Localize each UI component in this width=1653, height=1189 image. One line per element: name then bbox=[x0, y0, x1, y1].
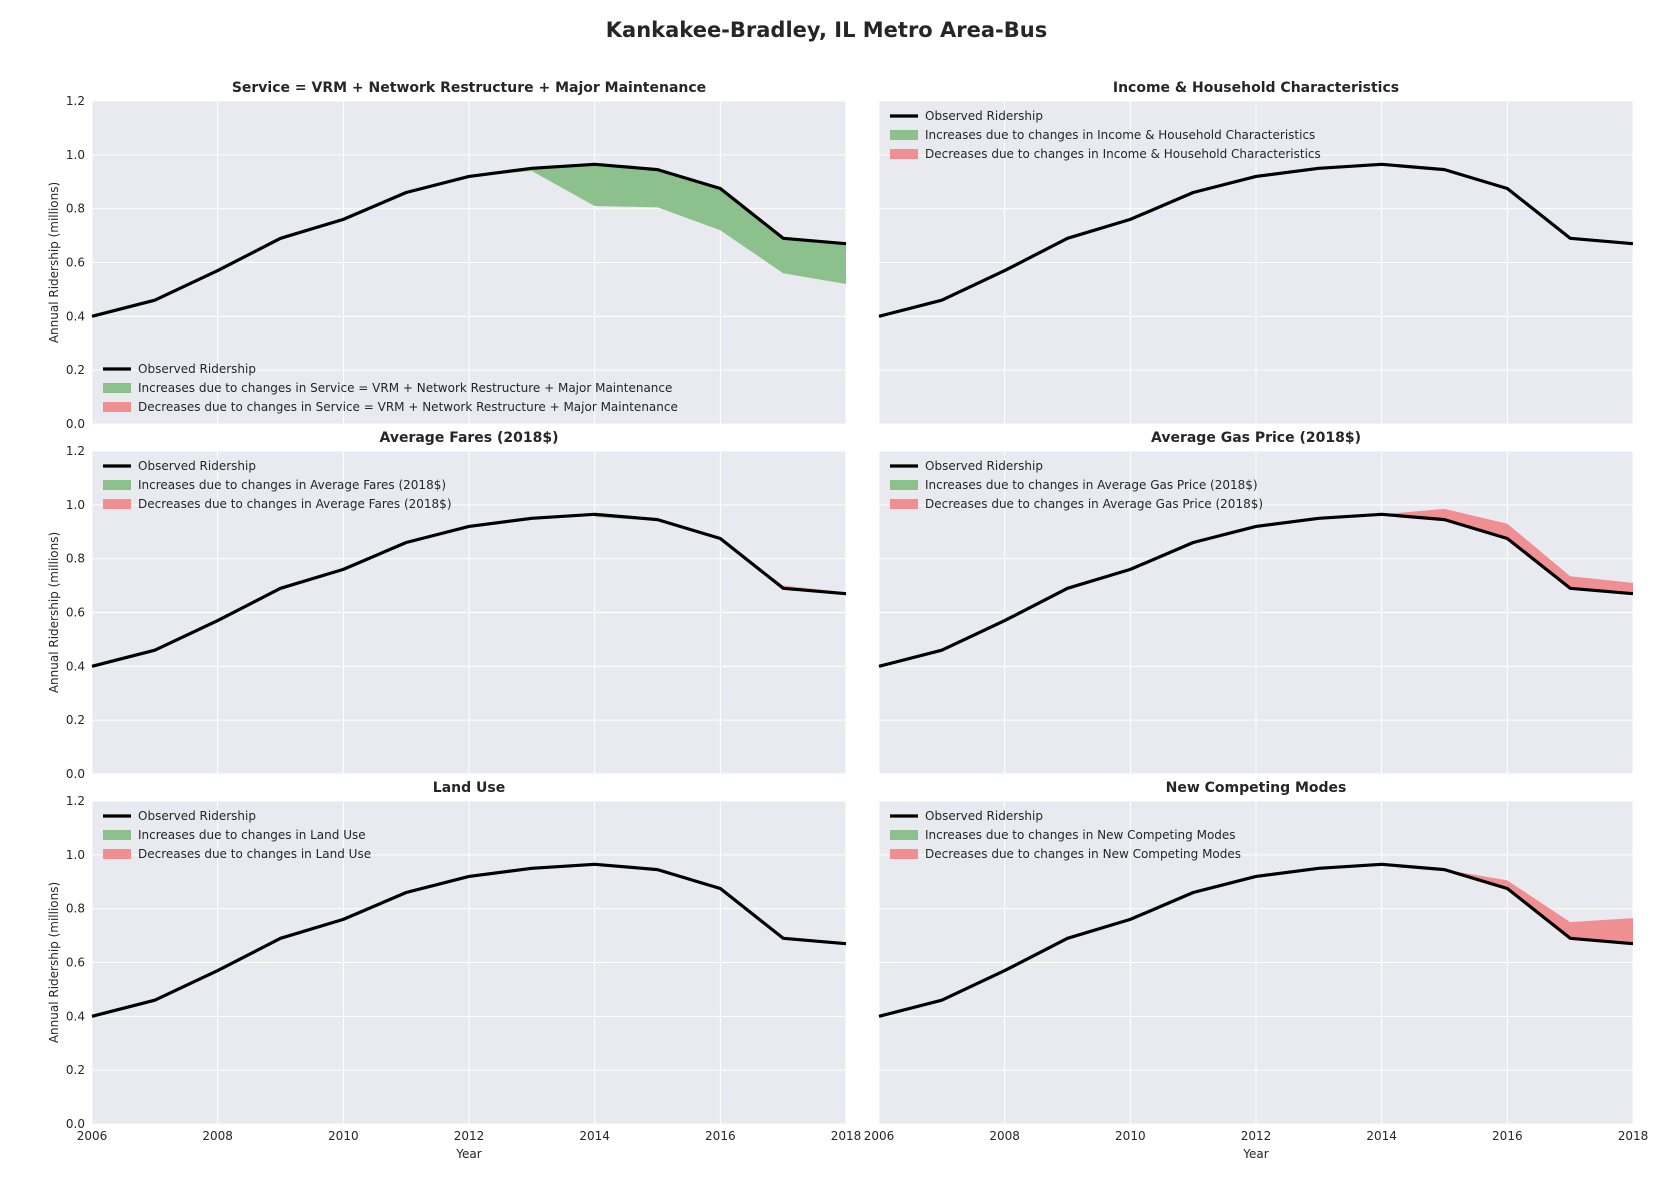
x-tick-label: 2018 bbox=[1618, 1129, 1649, 1143]
x-tick-label: 2008 bbox=[989, 1129, 1020, 1143]
x-tick-label: 2012 bbox=[1241, 1129, 1272, 1143]
legend-label: Observed Ridership bbox=[925, 809, 1043, 823]
x-tick-label: 2010 bbox=[328, 1129, 359, 1143]
subplot-4: Average Gas Price (2018$) Observed Riders… bbox=[878, 430, 1634, 775]
y-tick-label: 0.6 bbox=[66, 606, 85, 620]
legend-patch-swatch bbox=[103, 499, 131, 509]
legend-label: Increases due to changes in Land Use bbox=[138, 828, 366, 842]
legend-label: Decreases due to changes in Average Fare… bbox=[138, 497, 452, 511]
x-tick-label: 2006 bbox=[864, 1129, 895, 1143]
legend-patch-swatch bbox=[890, 849, 918, 859]
legend-label: Increases due to changes in Average Gas … bbox=[925, 478, 1258, 492]
x-tick-label: 2014 bbox=[579, 1129, 610, 1143]
y-axis-label: Annual Ridership (millions) bbox=[47, 882, 61, 1043]
y-tick-label: 0.2 bbox=[66, 363, 85, 377]
y-tick-label: 0.0 bbox=[66, 767, 85, 781]
legend-patch-swatch bbox=[103, 402, 131, 412]
legend-label: Increases due to changes in Average Fare… bbox=[138, 478, 446, 492]
legend-label: Increases due to changes in Service = VR… bbox=[138, 381, 672, 395]
legend-label: Decreases due to changes in Average Gas … bbox=[925, 497, 1263, 511]
legend-label: Increases due to changes in Income & Hou… bbox=[925, 128, 1315, 142]
decrease-band bbox=[1444, 869, 1633, 944]
y-tick-label: 0.8 bbox=[66, 202, 85, 216]
legend-patch-swatch bbox=[890, 130, 918, 140]
legend-label: Observed Ridership bbox=[138, 459, 256, 473]
increase-band bbox=[469, 164, 846, 284]
y-tick-label: 1.2 bbox=[66, 444, 85, 458]
legend-label: Decreases due to changes in New Competin… bbox=[925, 847, 1241, 861]
y-tick-label: 0.0 bbox=[66, 1117, 85, 1131]
subplot-title: New Competing Modes bbox=[1166, 780, 1347, 796]
subplot-title: Service = VRM + Network Restructure + Ma… bbox=[232, 80, 706, 96]
legend-label: Observed Ridership bbox=[138, 809, 256, 823]
x-tick-label: 2018 bbox=[831, 1129, 862, 1143]
y-tick-label: 0.8 bbox=[66, 902, 85, 916]
x-tick-label: 2010 bbox=[1115, 1129, 1146, 1143]
y-tick-label: 0.4 bbox=[66, 1009, 85, 1023]
decrease-band bbox=[1381, 508, 1633, 594]
x-tick-label: 2016 bbox=[1492, 1129, 1523, 1143]
y-tick-label: 0.2 bbox=[66, 713, 85, 727]
legend-label: Decreases due to changes in Income & Hou… bbox=[925, 147, 1321, 161]
y-tick-label: 0.4 bbox=[66, 659, 85, 673]
subplot-title: Income & Household Characteristics bbox=[1113, 80, 1399, 96]
legend-label: Increases due to changes in New Competin… bbox=[925, 828, 1236, 842]
subplot-2: Income & Household Characteristics Observ… bbox=[878, 80, 1634, 425]
figure-title: Kankakee-Bradley, IL Metro Area-Bus bbox=[605, 18, 1048, 42]
y-tick-label: 0.0 bbox=[66, 417, 85, 431]
legend-patch-swatch bbox=[103, 480, 131, 490]
y-tick-label: 0.8 bbox=[66, 552, 85, 566]
y-tick-label: 1.0 bbox=[66, 148, 85, 162]
y-tick-label: 0.2 bbox=[66, 1063, 85, 1077]
x-tick-label: 2012 bbox=[454, 1129, 485, 1143]
legend-patch-swatch bbox=[890, 499, 918, 509]
x-tick-label: 2014 bbox=[1366, 1129, 1397, 1143]
y-tick-label: 0.6 bbox=[66, 956, 85, 970]
subplot-5: Land Use 0.0 0.2 0.4 0.6 0.8 1.0 1.2 2006 2008 201… bbox=[47, 780, 861, 1161]
legend-patch-swatch bbox=[103, 849, 131, 859]
subplot-title: Average Fares (2018$) bbox=[380, 430, 559, 446]
subplot-6: New Competing Modes 2006 2008 2010 2012 2014 2… bbox=[864, 780, 1649, 1161]
subplot-title: Average Gas Price (2018$) bbox=[1151, 430, 1361, 446]
legend-label: Observed Ridership bbox=[925, 109, 1043, 123]
y-tick-label: 1.0 bbox=[66, 848, 85, 862]
y-tick-label: 0.4 bbox=[66, 309, 85, 323]
y-axis-label: Annual Ridership (millions) bbox=[47, 532, 61, 693]
legend-patch-swatch bbox=[890, 149, 918, 159]
subplot-3: Average Fares (2018$) 0.0 0.2 0.4 0.6 0.8 1.0 1… bbox=[47, 430, 847, 781]
y-tick-label: 1.0 bbox=[66, 498, 85, 512]
x-axis-label: Year bbox=[1242, 1147, 1268, 1161]
y-tick-label: 0.6 bbox=[66, 256, 85, 270]
y-tick-label: 1.2 bbox=[66, 794, 85, 808]
subplot-title: Land Use bbox=[433, 780, 505, 796]
x-axis-label: Year bbox=[455, 1147, 481, 1161]
x-tick-label: 2016 bbox=[705, 1129, 736, 1143]
legend-label: Decreases due to changes in Service = VR… bbox=[138, 400, 678, 414]
y-axis-label: Annual Ridership (millions) bbox=[47, 182, 61, 343]
legend-label: Observed Ridership bbox=[138, 362, 256, 376]
x-tick-label: 2006 bbox=[77, 1129, 108, 1143]
legend-label: Decreases due to changes in Land Use bbox=[138, 847, 371, 861]
subplot-1: Service = VRM + Network Restructure + Ma… bbox=[47, 80, 847, 431]
legend-label: Observed Ridership bbox=[925, 459, 1043, 473]
legend-patch-swatch bbox=[103, 830, 131, 840]
x-tick-label: 2008 bbox=[202, 1129, 233, 1143]
legend-patch-swatch bbox=[890, 830, 918, 840]
legend-patch-swatch bbox=[103, 383, 131, 393]
legend-patch-swatch bbox=[890, 480, 918, 490]
y-tick-label: 1.2 bbox=[66, 94, 85, 108]
